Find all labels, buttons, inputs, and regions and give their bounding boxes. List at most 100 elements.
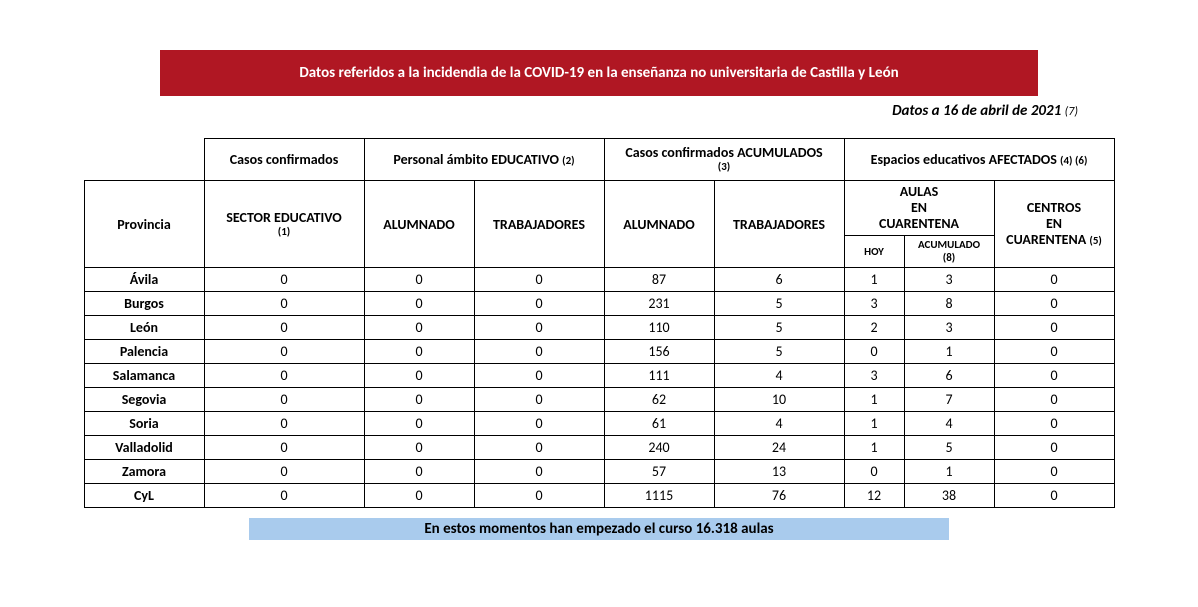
col-trabajadores-2: TRABAJADORES: [714, 180, 844, 268]
cell-tr2: 4: [714, 412, 844, 436]
col-aulas-cuarentena: AULAS EN CUARENTENA: [844, 180, 994, 235]
table-row: León0001105230: [84, 316, 1114, 340]
cell-hoy: 1: [844, 412, 904, 436]
cell-prov: CyL: [84, 484, 204, 508]
cell-al1: 0: [364, 388, 474, 412]
table-row: Valladolid00024024150: [84, 436, 1114, 460]
table-row: Ávila000876130: [84, 268, 1114, 292]
cell-sector: 0: [204, 340, 364, 364]
cell-acum: 8: [904, 292, 994, 316]
acumulado-note: (8): [911, 252, 988, 265]
col-hoy: HOY: [844, 236, 904, 268]
cell-tr1: 0: [474, 364, 604, 388]
espacios-afectados-label: Espacios educativos AFECTADOS: [871, 151, 1057, 168]
centros-note: (5): [1089, 234, 1101, 247]
cell-al2: 61: [604, 412, 714, 436]
col-group-espacios-afectados: Espacios educativos AFECTADOS (4) (6): [844, 139, 1114, 181]
cell-hoy: 2: [844, 316, 904, 340]
col-sector-educativo: SECTOR EDUCATIVO (1): [204, 180, 364, 268]
cell-hoy: 1: [844, 436, 904, 460]
cell-tr1: 0: [474, 436, 604, 460]
cell-al2: 1115: [604, 484, 714, 508]
footer-bar: En estos momentos han empezado el curso …: [249, 518, 949, 540]
centros-l3: CUARENTENA: [1006, 231, 1086, 248]
cell-al2: 57: [604, 460, 714, 484]
cell-sector: 0: [204, 268, 364, 292]
cell-sector: 0: [204, 316, 364, 340]
covid-table: Casos confirmados Personal ámbito EDUCAT…: [84, 138, 1115, 508]
cell-al1: 0: [364, 364, 474, 388]
cell-acum: 6: [904, 364, 994, 388]
cell-tr2: 5: [714, 292, 844, 316]
cell-al1: 0: [364, 412, 474, 436]
cell-cent: 0: [994, 484, 1114, 508]
cell-acum: 1: [904, 340, 994, 364]
cell-prov: Soria: [84, 412, 204, 436]
cell-sector: 0: [204, 388, 364, 412]
cell-acum: 5: [904, 436, 994, 460]
cell-tr1: 0: [474, 268, 604, 292]
cell-prov: Salamanca: [84, 364, 204, 388]
aulas-l3: CUARENTENA: [851, 216, 988, 232]
col-provincia: Provincia: [84, 180, 204, 268]
cell-hoy: 0: [844, 460, 904, 484]
blank-cell: [84, 139, 204, 181]
col-alumnado-1: ALUMNADO: [364, 180, 474, 268]
casos-acumulados-note: (3): [611, 161, 838, 174]
aulas-l2: EN: [851, 200, 988, 216]
date-line: Datos a 16 de abril de 2021 (7): [60, 102, 1078, 120]
cell-cent: 0: [994, 436, 1114, 460]
aulas-l1: AULAS: [851, 184, 988, 200]
col-alumnado-2: ALUMNADO: [604, 180, 714, 268]
cell-cent: 0: [994, 388, 1114, 412]
cell-al2: 156: [604, 340, 714, 364]
cell-al1: 0: [364, 436, 474, 460]
col-group-personal-ambito: Personal ámbito EDUCATIVO (2): [364, 139, 604, 181]
col-centros-cuarentena: CENTROS EN CUARENTENA (5): [994, 180, 1114, 268]
cell-prov: Valladolid: [84, 436, 204, 460]
espacios-afectados-note: (4) (6): [1060, 154, 1087, 167]
cell-prov: León: [84, 316, 204, 340]
table-row: CyL00011157612380: [84, 484, 1114, 508]
cell-sector: 0: [204, 484, 364, 508]
table-row: Segovia0006210170: [84, 388, 1114, 412]
cell-tr1: 0: [474, 388, 604, 412]
cell-hoy: 1: [844, 268, 904, 292]
centros-l2: EN: [1001, 216, 1108, 232]
cell-al1: 0: [364, 484, 474, 508]
cell-acum: 7: [904, 388, 994, 412]
personal-ambito-note: (2): [562, 154, 574, 167]
cell-sector: 0: [204, 292, 364, 316]
col-group-casos-confirmados: Casos confirmados: [204, 139, 364, 181]
cell-hoy: 3: [844, 364, 904, 388]
cell-sector: 0: [204, 460, 364, 484]
cell-cent: 0: [994, 412, 1114, 436]
cell-tr2: 4: [714, 364, 844, 388]
cell-sector: 0: [204, 364, 364, 388]
cell-acum: 38: [904, 484, 994, 508]
table-row: Zamora0005713010: [84, 460, 1114, 484]
centros-l1: CENTROS: [1001, 200, 1108, 216]
cell-tr1: 0: [474, 460, 604, 484]
cell-hoy: 12: [844, 484, 904, 508]
sector-educativo-label: SECTOR EDUCATIVO: [211, 210, 358, 226]
cell-cent: 0: [994, 316, 1114, 340]
col-acumulado: ACUMULADO (8): [904, 236, 994, 268]
cell-tr2: 24: [714, 436, 844, 460]
cell-tr2: 5: [714, 340, 844, 364]
table-row: Burgos0002315380: [84, 292, 1114, 316]
cell-prov: Palencia: [84, 340, 204, 364]
table-body: Ávila000876130Burgos0002315380León000110…: [84, 268, 1114, 508]
cell-tr1: 0: [474, 412, 604, 436]
cell-tr2: 76: [714, 484, 844, 508]
cell-prov: Burgos: [84, 292, 204, 316]
cell-acum: 4: [904, 412, 994, 436]
cell-tr2: 13: [714, 460, 844, 484]
cell-tr1: 0: [474, 340, 604, 364]
cell-prov: Segovia: [84, 388, 204, 412]
cell-al1: 0: [364, 292, 474, 316]
cell-tr2: 6: [714, 268, 844, 292]
cell-hoy: 3: [844, 292, 904, 316]
acumulado-label: ACUMULADO: [911, 239, 988, 252]
date-main: Datos a 16 de abril de 2021: [892, 102, 1061, 120]
